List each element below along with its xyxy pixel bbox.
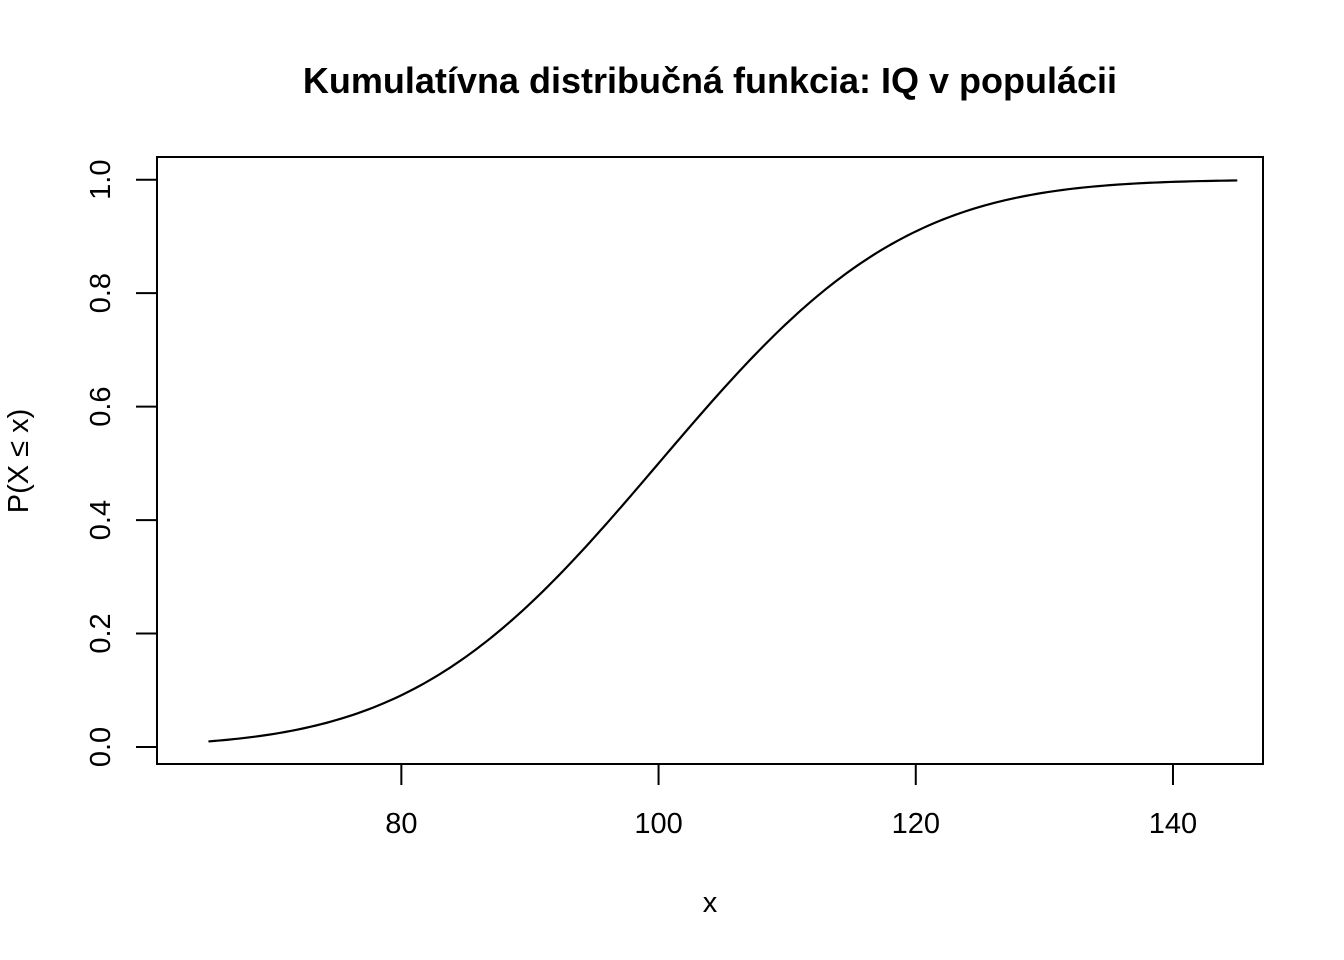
y-axis: 0.0 0.2 0.4 0.6 0.8 1.0 [85, 160, 157, 767]
x-tick-label: 80 [385, 808, 417, 840]
y-tick-label: 0.4 [85, 500, 117, 540]
x-tick-label: 140 [1149, 808, 1197, 840]
x-axis: 80 100 120 140 [385, 764, 1197, 840]
y-tick-label: 0.6 [85, 386, 117, 426]
y-axis-label: P(X ≤ x) [3, 409, 35, 514]
y-tick-label: 0.8 [85, 273, 117, 313]
x-axis-label: x [703, 887, 718, 919]
x-tick-label: 100 [634, 808, 682, 840]
cdf-series-line [208, 179, 1238, 743]
plot-frame [156, 156, 1264, 765]
y-tick-label: 1.0 [85, 160, 117, 200]
chart-title: Kumulatívna distribučná funkcia: IQ v po… [303, 60, 1117, 101]
y-tick-label: 0.0 [85, 727, 117, 767]
x-tick-label: 120 [892, 808, 940, 840]
y-tick-label: 0.2 [85, 613, 117, 653]
